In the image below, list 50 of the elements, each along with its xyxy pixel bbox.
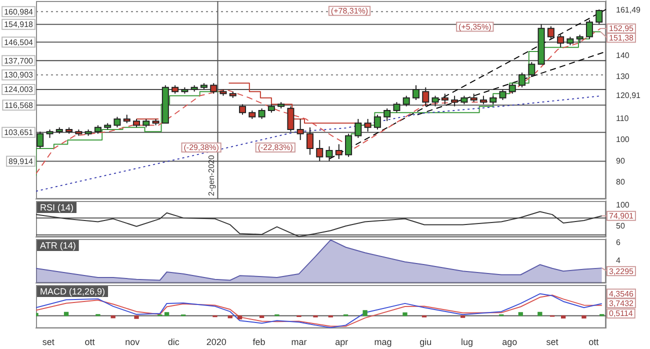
text: 4,3546 (609, 289, 634, 298)
ref-line-label: 130,903 (4, 70, 34, 80)
annotation: 74,901 (609, 212, 634, 221)
ref-line-label: 2-gen-2020 (206, 154, 216, 196)
ref-line-label: 160,984 (4, 7, 34, 16)
annotation: (+5,35%) (458, 22, 492, 32)
x-tick-label: lug (460, 337, 473, 348)
x-tick-label: set (42, 337, 55, 348)
annotation: (+78,31%) (330, 6, 368, 16)
x-tick-label: ott (588, 337, 600, 348)
annotation: (-22,83%) (258, 143, 294, 152)
y-tick-label: 4 (616, 256, 621, 266)
y-tick-label: 120,91 (616, 91, 642, 100)
x-tick-label: nov (125, 337, 140, 348)
annotation: 151,38 (609, 34, 634, 42)
y-tick-label: 161,49 (616, 6, 642, 15)
chart-title: RSI (14) (40, 202, 74, 212)
x-tick-label: dic (168, 337, 180, 348)
y-tick-label: 100 (616, 135, 630, 144)
ref-line-label: 124,003 (4, 85, 34, 94)
x-tick-label: giu (420, 337, 432, 348)
ref-line-label: 154,918 (4, 20, 34, 30)
annotation: (-29,38%) (184, 143, 220, 152)
chart-title: ATR (14) (40, 240, 76, 250)
annotation: 3,2295 (609, 266, 634, 276)
x-tick-label: ott (84, 337, 96, 348)
chart-title: MACD (12,26,9) (40, 286, 106, 296)
annotation: 152,95 (609, 24, 634, 34)
x-tick-label: set (546, 337, 559, 348)
y-tick-label: 110 (616, 114, 630, 124)
x-tick-label: 2020 (206, 337, 226, 348)
x-tick-label: mar (291, 337, 307, 348)
y-tick-label: 50 (616, 222, 626, 231)
x-tick-label: mag (374, 337, 392, 348)
text: 0,5114 (609, 309, 634, 318)
ref-line-label: 116,568 (4, 100, 34, 110)
ref-line-label: 103,651 (4, 128, 34, 138)
y-tick-label: 140 (616, 50, 630, 60)
y-tick-label: 130 (616, 72, 630, 82)
y-tick-label: 100 (616, 200, 630, 210)
text: 3,7432 (609, 298, 634, 308)
y-tick-label: 90 (616, 156, 626, 166)
y-tick-label: 80 (616, 177, 626, 186)
y-tick-label: 6 (616, 238, 621, 247)
ref-line-label: 137,700 (4, 56, 34, 66)
x-tick-label: apr (335, 337, 348, 348)
ref-line-label: 89,914 (8, 156, 34, 166)
x-tick-label: ago (502, 337, 518, 348)
ref-line-label: 146,504 (4, 38, 34, 47)
x-tick-label: feb (252, 337, 266, 348)
